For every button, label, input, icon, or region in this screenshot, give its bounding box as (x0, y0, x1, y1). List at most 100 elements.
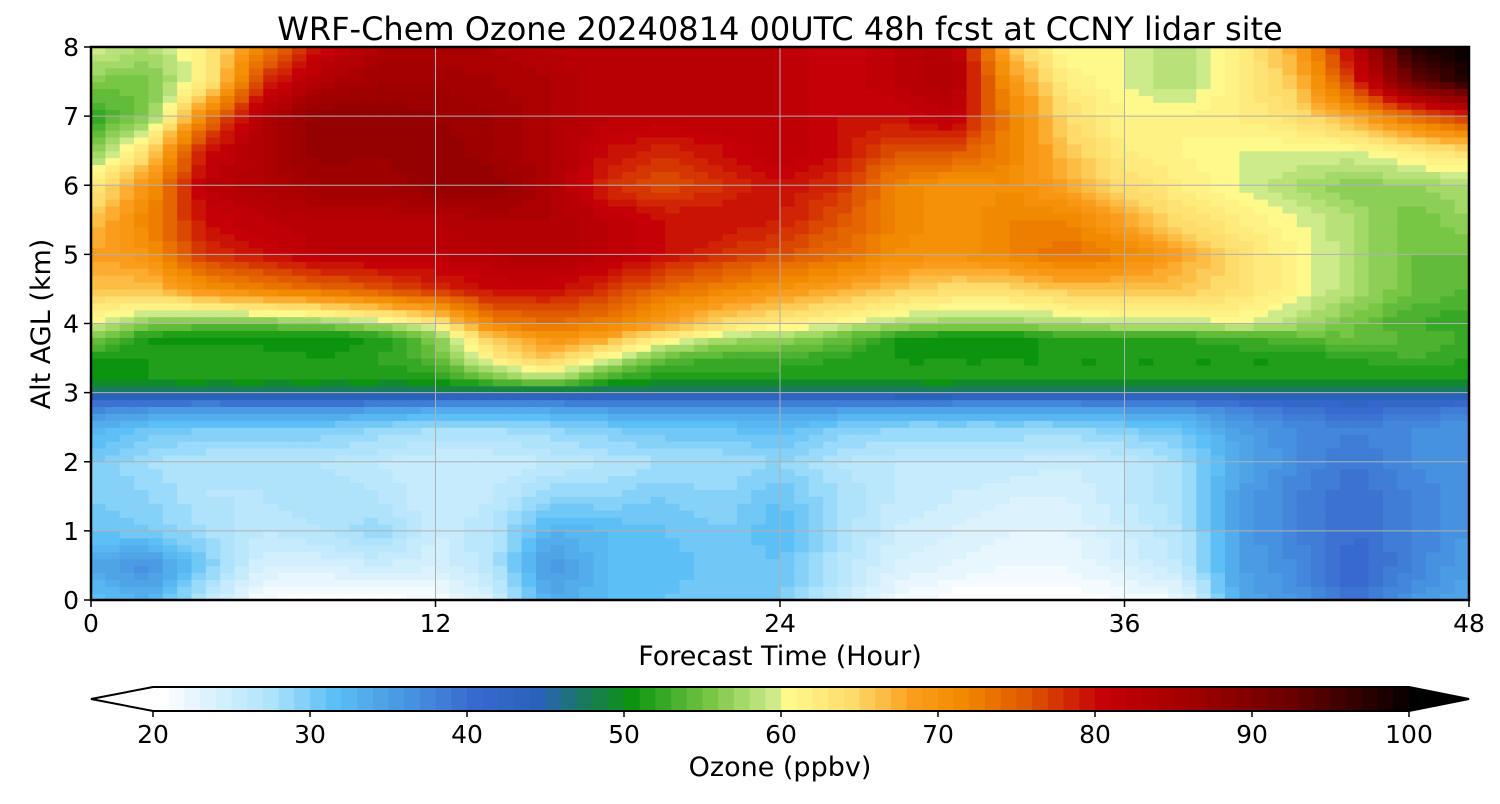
heatmap-cell (607, 330, 623, 338)
heatmap-cell (1181, 503, 1197, 511)
heatmap-cell (1210, 358, 1226, 366)
heatmap-cell (392, 261, 408, 269)
heatmap-cell (593, 309, 609, 318)
heatmap-cell (464, 316, 480, 325)
heatmap-cell (736, 461, 752, 470)
heatmap-cell (1024, 351, 1039, 359)
heatmap-cell (1196, 344, 1212, 352)
heatmap-cell (851, 337, 867, 345)
heatmap-cell (1110, 510, 1126, 518)
heatmap-cell (665, 475, 681, 484)
heatmap-cell (1282, 510, 1298, 518)
heatmap-cell (220, 240, 236, 249)
heatmap-cell (435, 551, 451, 560)
heatmap-cell (708, 385, 724, 394)
heatmap-cell (1009, 572, 1025, 580)
heatmap-cell (378, 351, 394, 359)
heatmap-cell (1067, 316, 1083, 325)
heatmap-cell (794, 344, 810, 352)
heatmap-cell (837, 496, 853, 504)
heatmap-cell (162, 489, 178, 497)
heatmap-cell (1454, 288, 1470, 297)
heatmap-cell (1038, 295, 1054, 304)
heatmap-cell (622, 399, 638, 408)
heatmap-cell (1181, 517, 1197, 525)
heatmap-cell (722, 282, 738, 290)
heatmap-cell (162, 406, 178, 414)
heatmap-cell (449, 420, 465, 428)
heatmap-cell (1181, 461, 1197, 470)
heatmap-cell (1081, 275, 1097, 283)
heatmap-cell (1038, 413, 1054, 421)
heatmap-cell (1454, 330, 1470, 338)
heatmap-cell (478, 489, 494, 497)
heatmap-cell (980, 275, 996, 283)
heatmap-cell (880, 302, 896, 311)
heatmap-cell (464, 427, 480, 435)
heatmap-cell (880, 565, 896, 573)
heatmap-cell (134, 316, 150, 325)
heatmap-cell (1153, 565, 1169, 573)
ozone-heatmap (91, 47, 1470, 601)
heatmap-cell (1296, 330, 1312, 338)
heatmap-cell (1052, 420, 1068, 428)
heatmap-cell (722, 344, 738, 352)
heatmap-cell (1095, 482, 1111, 490)
heatmap-cell (808, 482, 824, 490)
heatmap-cell (1311, 275, 1327, 283)
heatmap-cell (1024, 427, 1039, 435)
heatmap-cell (535, 351, 551, 359)
heatmap-cell (607, 523, 623, 532)
heatmap-cell (263, 441, 279, 449)
heatmap-cell (780, 572, 795, 580)
heatmap-cell (191, 295, 207, 304)
heatmap-cell (349, 337, 365, 345)
heatmap-cell (708, 544, 724, 553)
heatmap-cell (306, 551, 322, 560)
heatmap-cell (1239, 330, 1255, 338)
heatmap-cell (1095, 572, 1111, 580)
heatmap-cell (837, 288, 853, 297)
heatmap-cell (263, 268, 279, 276)
heatmap-cell (291, 572, 307, 580)
heatmap-cell (421, 247, 437, 255)
heatmap-cell (234, 572, 250, 580)
heatmap-cell (966, 323, 982, 332)
heatmap-cell (248, 427, 264, 435)
heatmap-cell (966, 489, 982, 497)
heatmap-cell (234, 447, 250, 456)
heatmap-cell (923, 351, 939, 359)
heatmap-cell (1440, 358, 1456, 366)
heatmap-cell (736, 413, 752, 421)
heatmap-cell (1368, 482, 1384, 490)
heatmap-cell (306, 427, 322, 435)
heatmap-cell (607, 358, 623, 366)
heatmap-cell (880, 275, 896, 283)
heatmap-cell (406, 551, 422, 560)
heatmap-cell (579, 544, 594, 553)
heatmap-cell (234, 309, 250, 318)
heatmap-cell (1110, 364, 1126, 373)
heatmap-cell (220, 282, 236, 290)
heatmap-cell (722, 454, 738, 463)
heatmap-cell (148, 288, 164, 297)
heatmap-cell (220, 510, 236, 518)
heatmap-cell (478, 551, 494, 560)
heatmap-cell (909, 254, 925, 262)
heatmap-cell (1239, 261, 1255, 269)
heatmap-cell (995, 240, 1011, 249)
heatmap-cell (808, 364, 824, 373)
heatmap-cell (579, 475, 594, 484)
heatmap-cell (1411, 399, 1427, 408)
heatmap-cell (607, 441, 623, 449)
heatmap-cell (507, 247, 523, 255)
heatmap-cell (550, 344, 566, 352)
heatmap-cell (349, 537, 365, 546)
heatmap-cell (306, 337, 322, 345)
heatmap-cell (1239, 240, 1255, 249)
heatmap-cell (1454, 316, 1470, 325)
heatmap-cell (162, 482, 178, 490)
heatmap-cell (736, 330, 752, 338)
heatmap-cell (363, 551, 379, 560)
heatmap-cell (1210, 475, 1226, 484)
